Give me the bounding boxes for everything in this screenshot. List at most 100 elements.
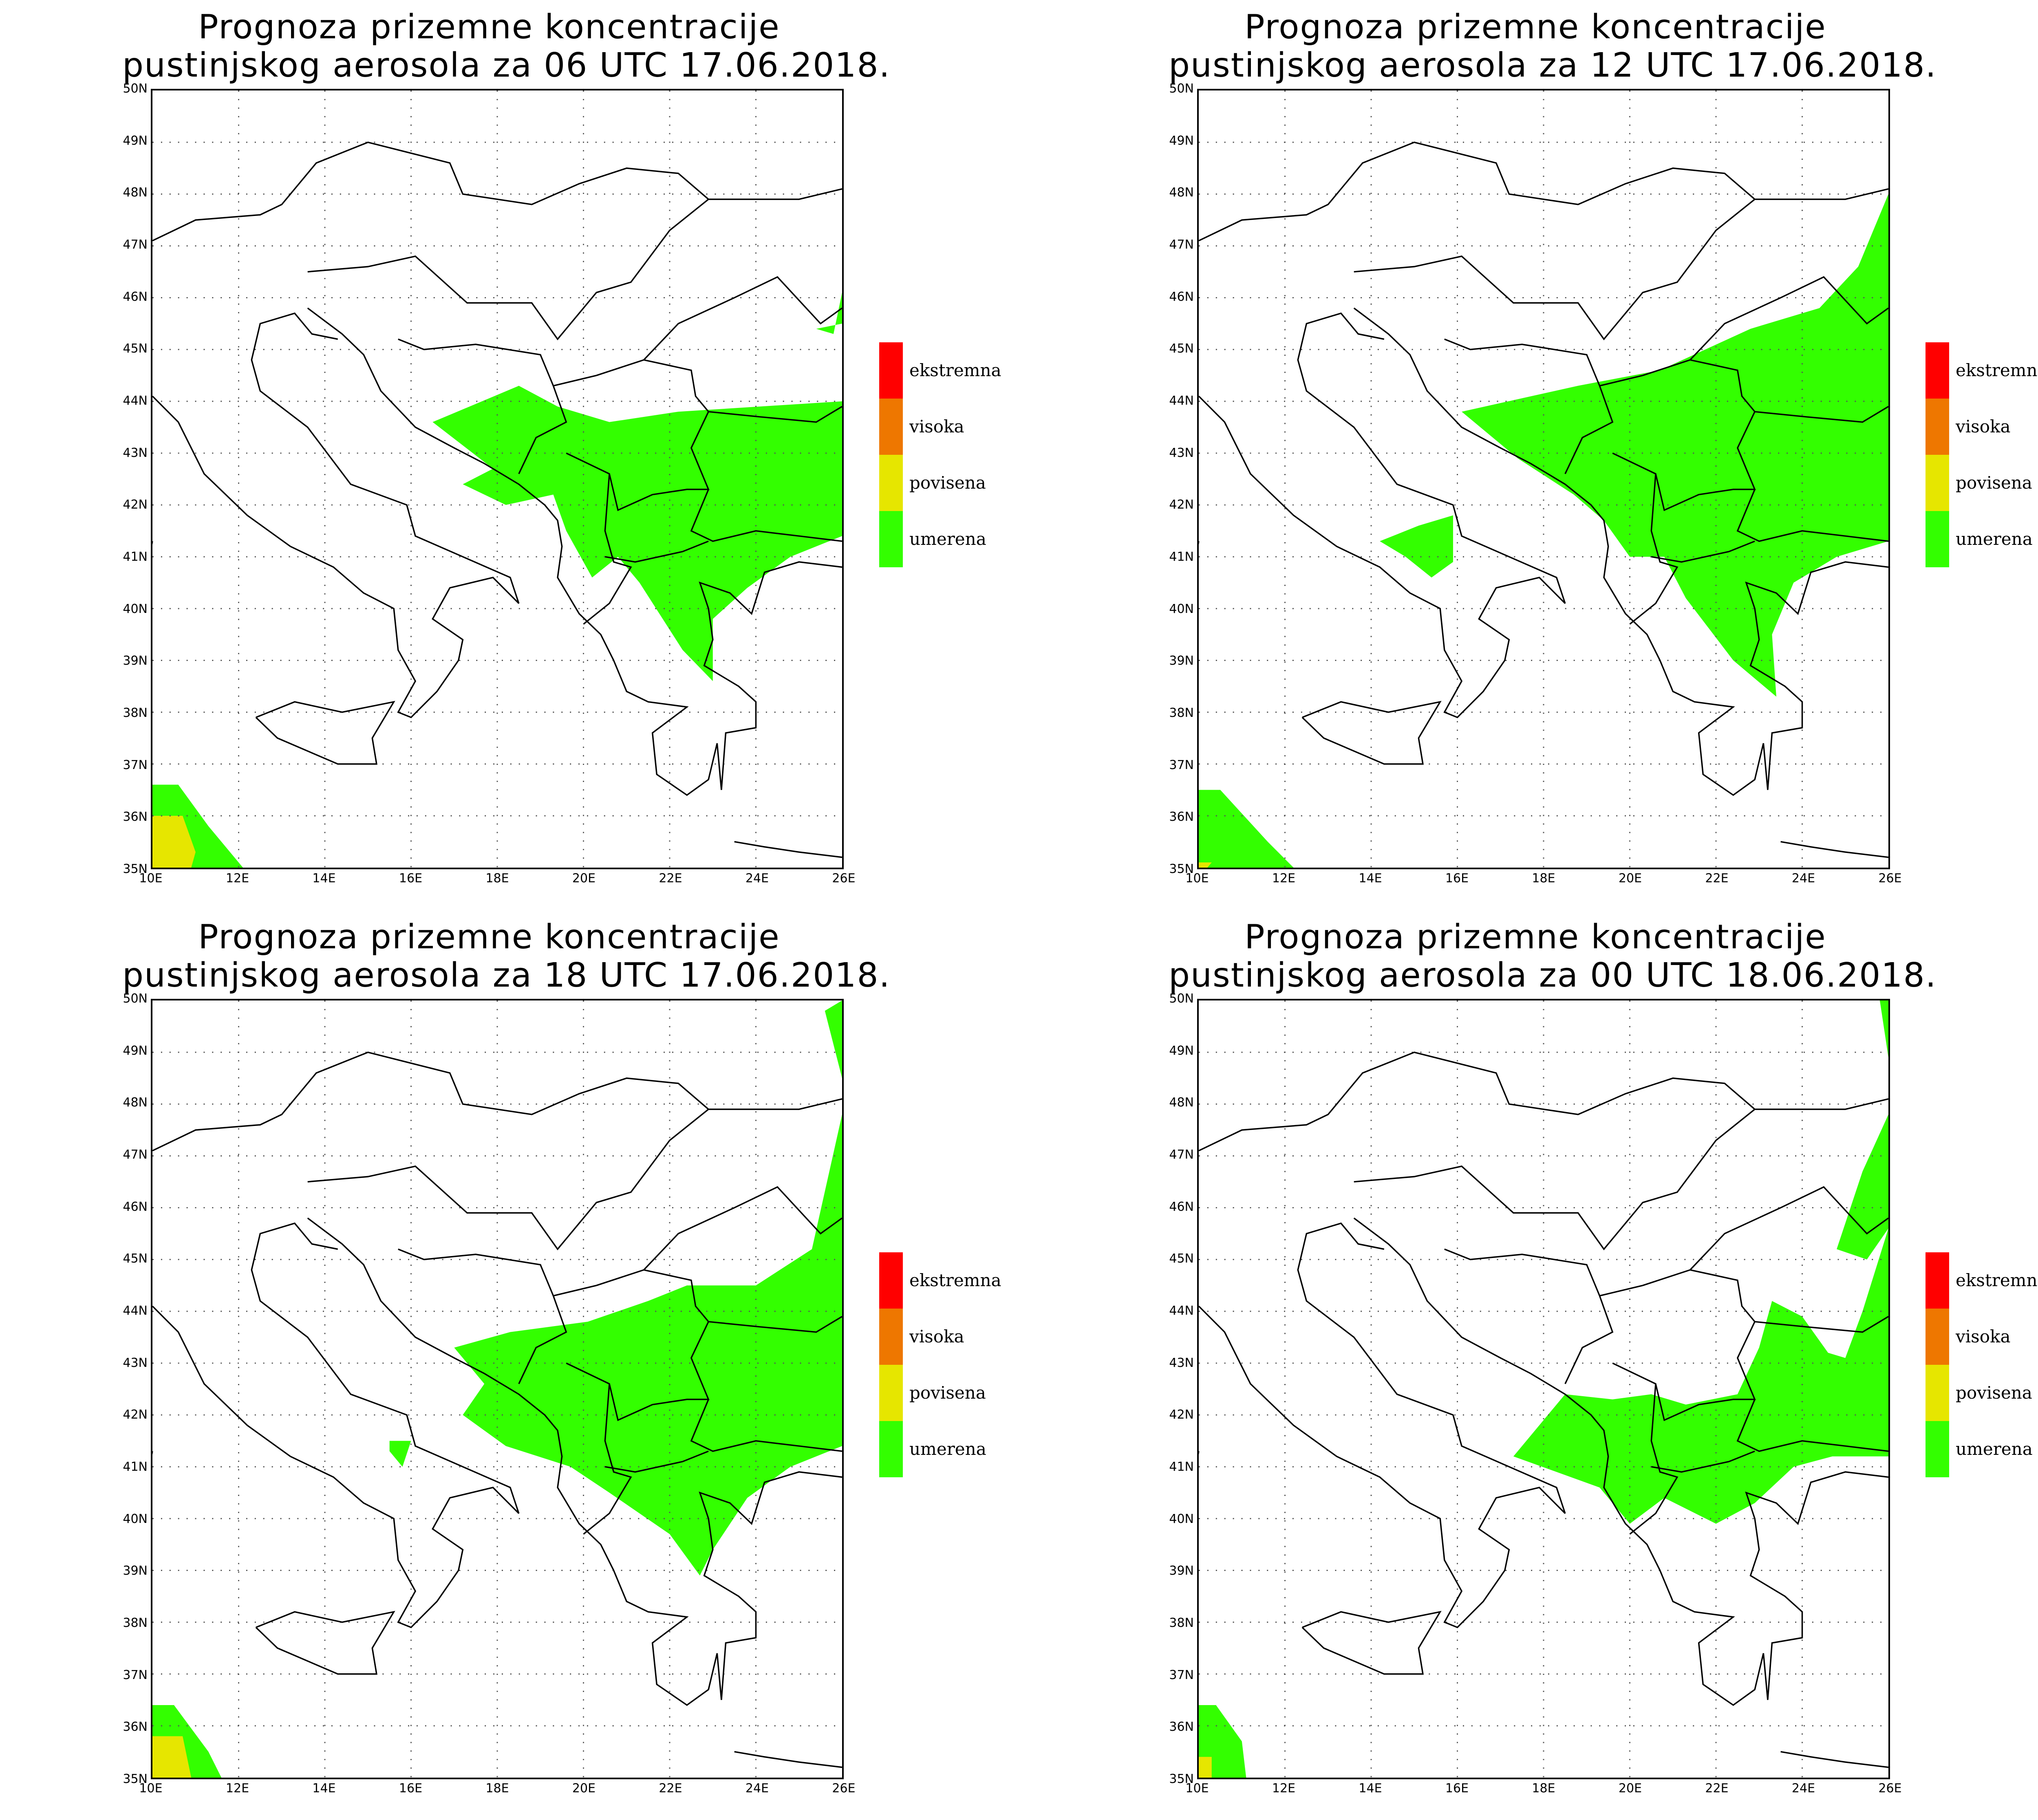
legend-swatch-umerena bbox=[1926, 511, 1949, 567]
lon-tick-label: 20E bbox=[572, 1781, 596, 1796]
lat-tick-label: 48N bbox=[1169, 1095, 1194, 1110]
title-line-2: pustinjskog aerosola za 18 UTC 17.06.201… bbox=[122, 956, 891, 995]
coastline-border bbox=[1199, 1222, 1566, 1628]
coastline-border bbox=[643, 276, 842, 361]
coastline-border bbox=[1780, 841, 1888, 858]
title-line-1: Prognoza prizemne koncentracije bbox=[198, 8, 780, 46]
legend-swatch-ekstremna bbox=[879, 1252, 903, 1309]
lon-tick-label: 14E bbox=[312, 1781, 336, 1796]
map-panel-1: Prognoza prizemne koncentracije pustinjs… bbox=[0, 0, 1046, 910]
lon-tick-label: 24E bbox=[1791, 871, 1815, 886]
aerosol-region-umerena bbox=[1837, 1114, 1888, 1260]
lat-tick-label: 42N bbox=[1169, 498, 1194, 512]
lon-tick-label: 12E bbox=[225, 871, 249, 886]
coastline-border bbox=[398, 338, 567, 474]
lon-tick-label: 24E bbox=[745, 871, 769, 886]
coastline-border bbox=[1651, 540, 1755, 563]
coastline-border bbox=[255, 701, 395, 765]
coastline-border bbox=[1444, 338, 1614, 474]
coastline-border bbox=[583, 474, 632, 625]
lon-tick-label: 26E bbox=[832, 871, 856, 886]
lat-tick-label: 39N bbox=[1169, 654, 1194, 668]
legend-swatch-visoka bbox=[879, 1309, 903, 1365]
legend-label: ekstremna bbox=[909, 1270, 1001, 1290]
legend-swatch-umerena bbox=[1926, 1421, 1949, 1477]
legend-label: umerena bbox=[1956, 1439, 2033, 1459]
aerosol-region-umerena bbox=[1199, 790, 1294, 868]
aerosol-region-povisena bbox=[1199, 1757, 1212, 1778]
legend: ekstremna visoka povisena umerena bbox=[879, 342, 1042, 571]
lat-tick-label: 35N bbox=[1169, 1772, 1194, 1786]
coastline-border bbox=[1754, 1316, 1888, 1333]
lon-tick-label: 18E bbox=[1532, 1781, 1555, 1796]
lat-tick-label: 48N bbox=[1169, 185, 1194, 200]
panel-title: Prognoza prizemne koncentracije pustinjs… bbox=[122, 918, 891, 995]
coastline-border bbox=[734, 1751, 842, 1768]
title-line-1: Prognoza prizemne koncentracije bbox=[1244, 8, 1826, 46]
lat-tick-label: 42N bbox=[1169, 1408, 1194, 1422]
legend-swatch-ekstremna bbox=[879, 342, 903, 399]
lat-tick-label: 38N bbox=[123, 1616, 148, 1630]
title-line-1: Prognoza prizemne koncentracije bbox=[198, 918, 780, 956]
lat-tick-label: 38N bbox=[1169, 706, 1194, 720]
coastline-border bbox=[583, 1384, 632, 1535]
legend-label: povisena bbox=[1956, 1383, 2032, 1403]
coastline-border bbox=[1690, 276, 1888, 361]
lon-tick-label: 24E bbox=[1791, 1781, 1815, 1796]
map-panel-2: Prognoza prizemne koncentracije pustinjs… bbox=[1046, 0, 2038, 910]
lon-tick-label: 18E bbox=[485, 871, 509, 886]
legend-label: povisena bbox=[909, 1383, 986, 1403]
lat-tick-label: 36N bbox=[1169, 810, 1194, 824]
legend-label: ekstremna bbox=[1956, 360, 2038, 380]
legend-label: povisena bbox=[909, 473, 986, 493]
coastline-border bbox=[1444, 1248, 1614, 1384]
coastline-border bbox=[1199, 141, 1888, 242]
forecast-map bbox=[1197, 89, 1890, 869]
coastline-border bbox=[605, 540, 709, 563]
legend-swatch-umerena bbox=[879, 511, 903, 567]
legend-label: visoka bbox=[909, 416, 964, 436]
lon-tick-label: 10E bbox=[139, 1781, 163, 1796]
legend-swatch-visoka bbox=[1926, 399, 1949, 455]
lat-tick-label: 38N bbox=[123, 706, 148, 720]
coastline-border bbox=[1301, 701, 1442, 765]
lon-tick-label: 10E bbox=[139, 871, 163, 886]
title-line-1: Prognoza prizemne koncentracije bbox=[1244, 918, 1826, 956]
aerosol-region-povisena bbox=[152, 1736, 192, 1778]
lat-tick-label: 40N bbox=[1169, 602, 1194, 616]
lat-tick-label: 50N bbox=[123, 992, 148, 1006]
legend-swatch-ekstremna bbox=[1926, 342, 1949, 399]
lon-tick-label: 10E bbox=[1185, 1781, 1209, 1796]
legend-label: povisena bbox=[1956, 473, 2032, 493]
coastline-border bbox=[1353, 1217, 1888, 1706]
lon-tick-label: 18E bbox=[485, 1781, 509, 1796]
lat-tick-label: 41N bbox=[1169, 550, 1194, 564]
legend-label: ekstremna bbox=[909, 360, 1001, 380]
lon-tick-label: 24E bbox=[745, 1781, 769, 1796]
lon-tick-label: 10E bbox=[1185, 871, 1209, 886]
lat-tick-label: 40N bbox=[123, 602, 148, 616]
legend: ekstremna visoka povisena umerena bbox=[1926, 1252, 2038, 1481]
lat-tick-label: 39N bbox=[1169, 1564, 1194, 1578]
coastline-border bbox=[1301, 1611, 1442, 1675]
lon-tick-label: 22E bbox=[659, 1781, 682, 1796]
lat-tick-label: 47N bbox=[1169, 238, 1194, 252]
coastline-border bbox=[1780, 1751, 1888, 1768]
lat-tick-label: 36N bbox=[123, 1720, 148, 1734]
coastline-border bbox=[398, 1248, 567, 1384]
lon-tick-label: 26E bbox=[832, 1781, 856, 1796]
coastline-border bbox=[605, 1450, 709, 1473]
lat-tick-label: 46N bbox=[1169, 289, 1194, 304]
coastline-border bbox=[1754, 406, 1888, 423]
coastline-border bbox=[1199, 1051, 1888, 1152]
lat-tick-label: 35N bbox=[123, 862, 148, 876]
lon-tick-label: 18E bbox=[1532, 871, 1555, 886]
lon-tick-label: 16E bbox=[399, 1781, 423, 1796]
lat-tick-label: 43N bbox=[123, 1355, 148, 1370]
aerosol-region-umerena bbox=[454, 1114, 842, 1576]
aerosol-region-umerena bbox=[1879, 1000, 1888, 1058]
lat-tick-label: 38N bbox=[1169, 1616, 1194, 1630]
coastline-border bbox=[1354, 198, 1756, 341]
lat-tick-label: 50N bbox=[123, 82, 148, 96]
coastline-border bbox=[152, 1222, 520, 1628]
